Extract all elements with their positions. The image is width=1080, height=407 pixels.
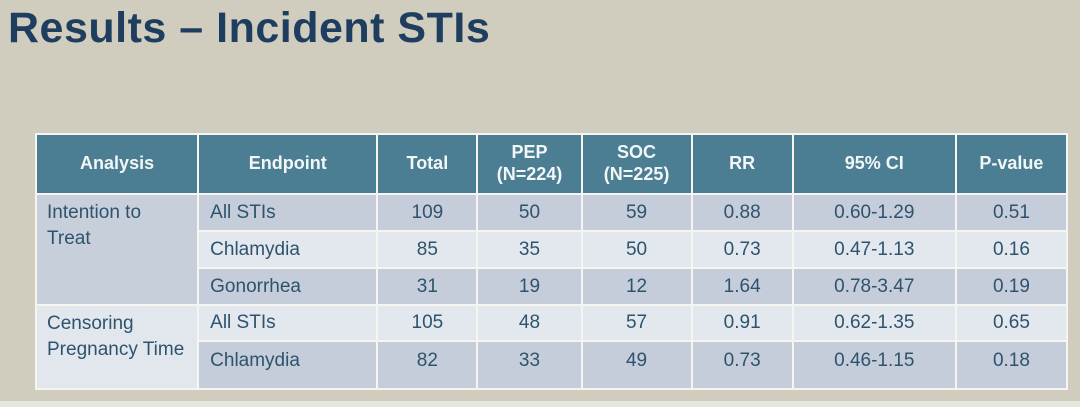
soc-cell: 12 [582, 269, 691, 304]
endpoint-cell: All STIs [199, 195, 377, 230]
soc-cell: 49 [582, 342, 691, 388]
soc-cell: 59 [582, 195, 691, 230]
pvalue-cell: 0.19 [956, 269, 1066, 304]
bottom-edge-strip [0, 401, 1080, 407]
ci-cell: 0.46-1.15 [793, 342, 955, 388]
col-header-label: P-value [979, 153, 1044, 174]
col-header-sublabel: (N=224) [496, 164, 563, 184]
pvalue-cell: 0.65 [956, 306, 1066, 340]
table-row: Gonorrhea 31 19 12 1.64 0.78-3.47 0.19 [37, 269, 1066, 304]
rr-cell: 1.64 [692, 269, 792, 304]
ci-cell: 0.62-1.35 [793, 306, 955, 340]
pvalue-cell: 0.18 [956, 342, 1066, 388]
rr-cell: 0.88 [692, 195, 792, 230]
col-header-label: RR [729, 153, 756, 174]
soc-cell: 50 [582, 232, 691, 267]
col-header-label: Analysis [80, 153, 155, 174]
pvalue-cell: 0.51 [956, 195, 1066, 230]
results-table: Analysis Endpoint Total PEP (N=224) SOC (N… [35, 133, 1068, 390]
col-header-soc: SOC (N=225) [582, 135, 691, 193]
col-header-endpoint: Endpoint [199, 135, 377, 193]
total-cell: 109 [378, 195, 477, 230]
ci-cell: 0.78-3.47 [793, 269, 955, 304]
col-header-analysis: Analysis [37, 135, 198, 193]
table-row: Censoring Pregnancy Time All STIs 105 48… [37, 306, 1066, 388]
col-header-label: SOC [617, 142, 657, 163]
pep-cell: 48 [478, 306, 581, 340]
col-header-label: Total [406, 153, 449, 174]
pep-cell: 50 [478, 195, 581, 230]
pep-cell: 19 [478, 269, 581, 304]
table-row: Chlamydia 85 35 50 0.73 0.47-1.13 0.16 [37, 232, 1066, 267]
endpoint-cell: All STIs [199, 306, 377, 340]
col-header-pep: PEP (N=224) [478, 135, 581, 193]
analysis-cell: Intention to Treat [37, 195, 198, 304]
rr-cell: 0.73 [692, 342, 792, 388]
col-header-label: 95% CI [844, 153, 904, 174]
endpoint-cell: Gonorrhea [199, 269, 377, 304]
col-header-pvalue: P-value [956, 135, 1066, 193]
ci-cell: 0.60-1.29 [793, 195, 955, 230]
endpoint-cell: Chlamydia [199, 342, 377, 388]
total-cell: 105 [378, 306, 477, 340]
col-header-sublabel: (N=225) [603, 164, 670, 184]
analysis-cell: Censoring Pregnancy Time [37, 306, 198, 388]
col-header-total: Total [378, 135, 477, 193]
endpoint-cell: Chlamydia [199, 232, 377, 267]
table-row: Intention to Treat All STIs 109 50 59 0.… [37, 195, 1066, 304]
header-row: Analysis Endpoint Total PEP (N=224) SOC (N… [37, 135, 1066, 193]
soc-cell: 57 [582, 306, 691, 340]
table-row: Chlamydia 82 33 49 0.73 0.46-1.15 0.18 [37, 342, 1066, 388]
total-cell: 31 [378, 269, 477, 304]
rr-cell: 0.73 [692, 232, 792, 267]
col-header-rr: RR [692, 135, 792, 193]
ci-cell: 0.47-1.13 [793, 232, 955, 267]
col-header-label: PEP [511, 142, 548, 163]
total-cell: 82 [378, 342, 477, 388]
pvalue-cell: 0.16 [956, 232, 1066, 267]
total-cell: 85 [378, 232, 477, 267]
col-header-label: Endpoint [248, 153, 327, 174]
rr-cell: 0.91 [692, 306, 792, 340]
slide-title: Results – Incident STIs [8, 4, 491, 52]
col-header-95ci: 95% CI [793, 135, 955, 193]
pep-cell: 33 [478, 342, 581, 388]
pep-cell: 35 [478, 232, 581, 267]
